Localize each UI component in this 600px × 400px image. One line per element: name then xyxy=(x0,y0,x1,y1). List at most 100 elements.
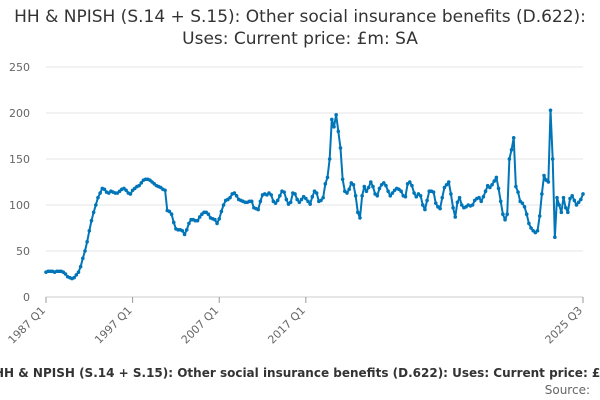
data-point xyxy=(377,186,382,191)
y-tick-label: 250 xyxy=(9,61,30,74)
y-tick-label: 200 xyxy=(9,107,30,120)
data-point xyxy=(282,190,286,194)
series-line xyxy=(45,109,584,280)
data-point xyxy=(234,194,239,198)
data-point xyxy=(284,197,289,202)
data-point xyxy=(520,201,525,205)
data-point xyxy=(371,184,375,189)
data-point xyxy=(381,181,386,185)
data-point xyxy=(418,194,423,198)
y-tick-label: 150 xyxy=(9,153,30,166)
data-point xyxy=(297,200,302,205)
data-point xyxy=(479,199,484,204)
y-tick-label: 0 xyxy=(23,291,30,304)
data-point xyxy=(527,221,531,226)
data-point xyxy=(256,207,261,212)
data-point xyxy=(449,192,453,196)
data-point xyxy=(221,203,226,207)
data-point xyxy=(364,189,369,193)
data-point xyxy=(481,194,486,199)
data-point xyxy=(308,202,312,206)
x-tick-label: 2017 Q1 xyxy=(265,304,308,347)
data-point xyxy=(548,108,553,113)
data-point xyxy=(163,188,167,193)
data-point xyxy=(358,216,362,220)
data-point xyxy=(494,175,499,180)
data-point xyxy=(568,196,572,201)
data-point xyxy=(74,273,79,277)
data-point xyxy=(546,180,551,184)
data-point xyxy=(524,212,529,216)
data-point xyxy=(304,196,308,201)
data-point xyxy=(325,175,330,180)
data-point xyxy=(576,200,581,205)
data-point xyxy=(431,190,436,194)
data-point xyxy=(446,180,451,184)
data-point xyxy=(180,228,185,233)
legend-entry: HH & NPISH (S.14 + S.15): Other social i… xyxy=(0,366,600,380)
data-point xyxy=(288,200,293,205)
data-point xyxy=(542,173,546,178)
data-point xyxy=(368,180,373,184)
data-point xyxy=(559,210,564,215)
data-point xyxy=(496,186,501,191)
data-point xyxy=(102,187,107,192)
data-point xyxy=(483,189,488,193)
data-point xyxy=(295,197,299,202)
data-point xyxy=(550,157,555,161)
data-point xyxy=(327,157,332,161)
data-point xyxy=(314,191,319,195)
data-point xyxy=(91,210,96,215)
data-point xyxy=(330,117,334,122)
data-point xyxy=(96,195,100,200)
data-point xyxy=(563,205,568,210)
data-point xyxy=(72,275,76,280)
data-point xyxy=(410,183,414,188)
x-tick-label: 2025 Q3 xyxy=(543,304,586,347)
x-tick-label: 2007 Q1 xyxy=(179,304,222,347)
data-point xyxy=(535,228,540,233)
data-point xyxy=(94,203,98,207)
data-point xyxy=(182,232,187,237)
data-point xyxy=(275,198,280,203)
data-point xyxy=(572,198,577,203)
data-point xyxy=(451,205,455,210)
data-point xyxy=(332,125,336,129)
data-point xyxy=(442,185,447,190)
data-point xyxy=(388,194,393,198)
data-point xyxy=(570,194,574,198)
data-point xyxy=(217,217,222,221)
data-point xyxy=(232,191,237,195)
data-point xyxy=(356,210,360,215)
data-point xyxy=(85,240,89,244)
data-point xyxy=(423,207,427,212)
data-point xyxy=(273,201,278,205)
data-point xyxy=(444,182,449,187)
data-point xyxy=(78,264,83,269)
data-point xyxy=(269,193,273,197)
data-point xyxy=(353,194,358,198)
data-point xyxy=(375,194,380,198)
data-point xyxy=(206,212,211,216)
data-point xyxy=(219,209,224,214)
gridlines xyxy=(46,66,583,298)
data-point xyxy=(490,182,494,187)
data-point xyxy=(128,192,133,196)
data-point xyxy=(169,212,174,216)
data-point xyxy=(511,136,516,140)
data-point xyxy=(137,183,141,188)
data-point xyxy=(340,177,345,182)
legend: HH & NPISH (S.14 + S.15): Other social i… xyxy=(0,366,600,380)
data-point xyxy=(299,197,304,202)
x-axis: 1987 Q1 1997 Q1 2007 Q1 2017 Q1 2025 Q3 xyxy=(6,297,586,347)
series-layer xyxy=(44,108,585,281)
data-point xyxy=(459,203,464,207)
data-point xyxy=(167,209,172,214)
data-point xyxy=(228,195,232,200)
data-point xyxy=(457,195,462,200)
data-point xyxy=(293,192,297,196)
data-point xyxy=(581,192,585,196)
y-tick-label: 50 xyxy=(16,245,30,258)
data-point xyxy=(557,203,561,207)
